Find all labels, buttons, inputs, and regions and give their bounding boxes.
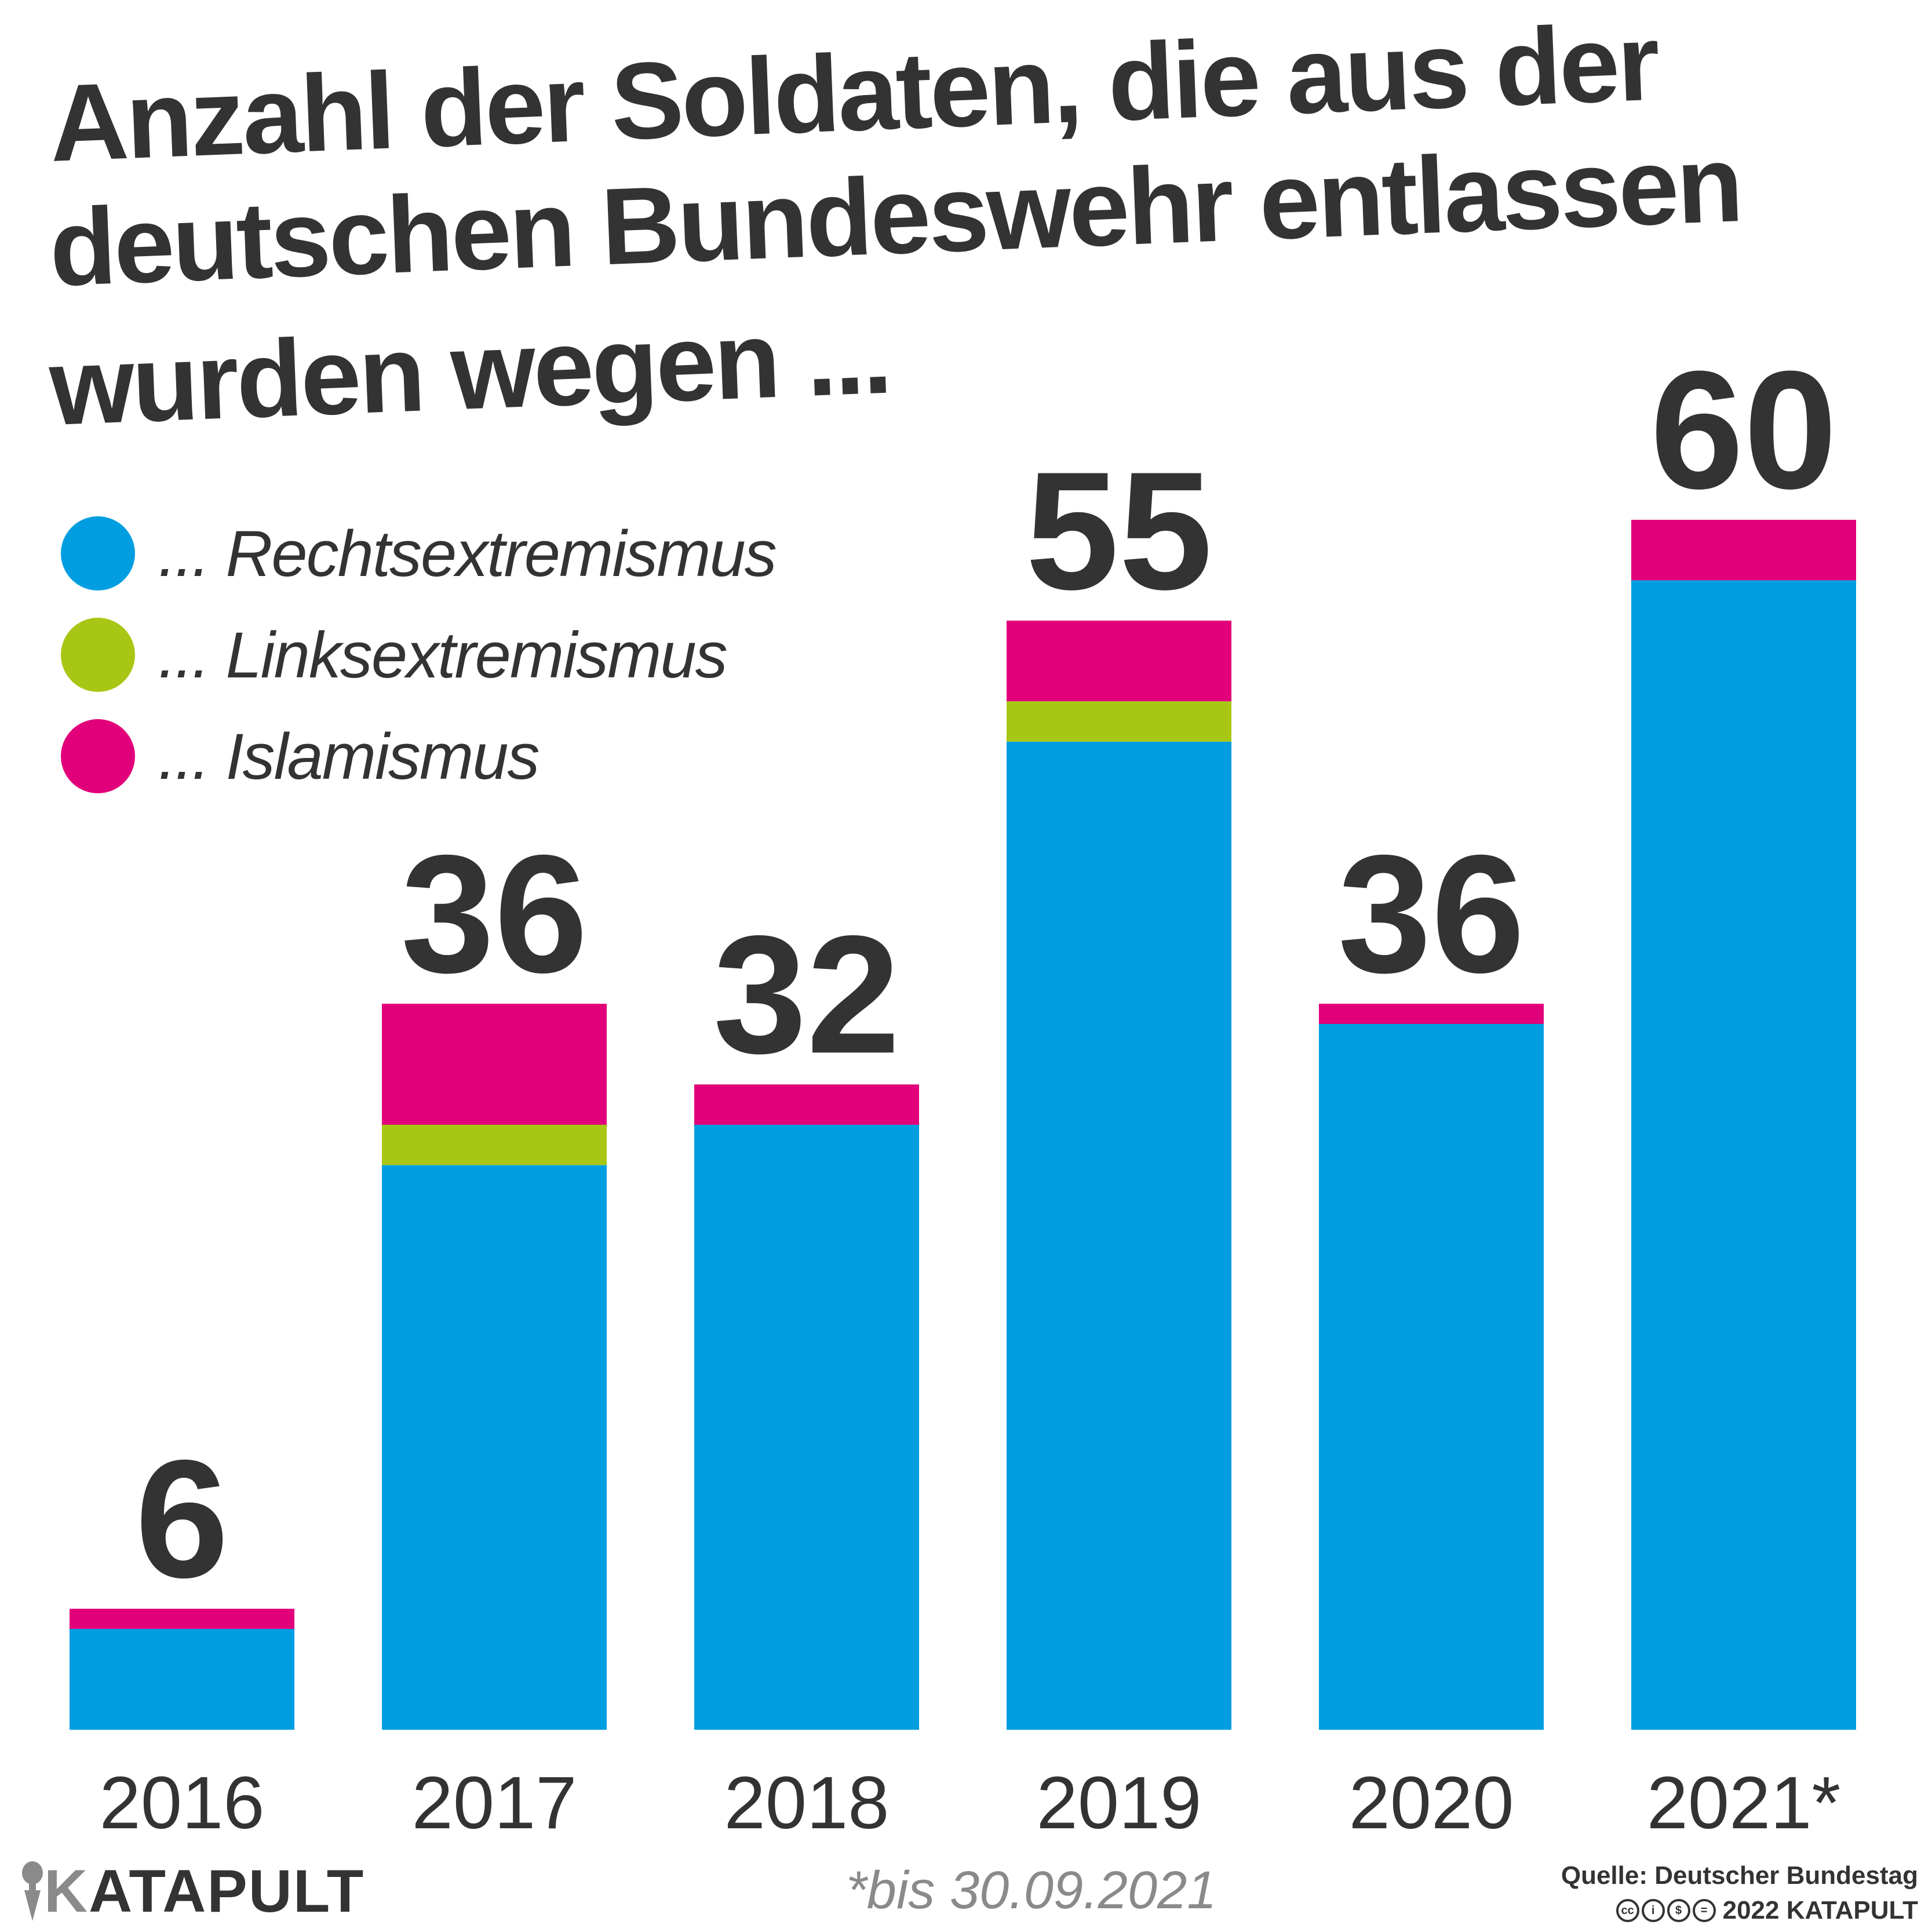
legend-item-islamismus: ... Islamismus — [61, 716, 540, 797]
nd-icon: = — [1692, 1899, 1716, 1922]
legend-label: ... Islamismus — [158, 720, 540, 793]
source-block: Quelle: Deutscher Bundestag cc i $ = 202… — [1561, 1861, 1918, 1925]
bar-segment-2018-2 — [694, 1084, 919, 1125]
x-tick-label-2021: 2021* — [1647, 1762, 1841, 1844]
nc-icon: $ — [1667, 1899, 1690, 1922]
bar-segment-2018-0 — [694, 1125, 919, 1730]
footnote: *bis 30.09.2021 — [846, 1861, 1217, 1920]
x-tick-label-2017: 2017 — [412, 1762, 577, 1844]
katapult-brand: KATAPULT — [21, 1857, 364, 1926]
x-tick-label-2019: 2019 — [1037, 1762, 1202, 1844]
bar-segment-2019-1 — [1007, 701, 1231, 742]
bar-segment-2017-0 — [382, 1165, 607, 1730]
legend-item-linksextremismus: ... Linksextremismus — [61, 614, 728, 695]
source-text: Quelle: Deutscher Bundestag — [1561, 1861, 1918, 1890]
x-tick-label-2016: 2016 — [100, 1762, 265, 1844]
total-label-2020: 36 — [1338, 820, 1525, 1008]
bar-segment-2016-0 — [70, 1629, 294, 1730]
bar-segment-2017-1 — [382, 1125, 607, 1165]
bar-segment-2019-0 — [1007, 741, 1231, 1730]
copyright-text: 2022 KATAPULT — [1722, 1896, 1918, 1924]
bar-segment-2021-2 — [1631, 520, 1856, 581]
total-label-2018: 32 — [713, 901, 901, 1088]
legend-dot-linksextremismus — [61, 618, 135, 692]
total-label-2017: 36 — [401, 820, 588, 1008]
katapult-logo-icon — [22, 1861, 43, 1921]
brand-wordmark: KATAPULT — [44, 1858, 365, 1925]
legend-label: ... Linksextremismus — [158, 618, 728, 691]
legend-item-rechtsextremismus: ... Rechtsextremismus — [61, 513, 777, 594]
legend-dot-islamismus — [61, 719, 135, 793]
bar-segment-2016-2 — [70, 1609, 294, 1629]
legend-dot-rechtsextremismus — [61, 516, 135, 590]
bar-segment-2020-0 — [1319, 1024, 1544, 1730]
total-label-2021: 60 — [1650, 336, 1838, 524]
cc-icon: cc — [1616, 1899, 1639, 1922]
bar-segment-2020-2 — [1319, 1004, 1544, 1024]
by-icon: i — [1641, 1899, 1665, 1922]
legend-label: ... Rechtsextremismus — [158, 517, 777, 590]
x-tick-label-2020: 2020 — [1349, 1762, 1514, 1844]
x-tick-label-2018: 2018 — [724, 1762, 890, 1844]
bar-segment-2021-0 — [1631, 580, 1856, 1730]
total-label-2016: 6 — [135, 1425, 228, 1613]
bar-segment-2017-2 — [382, 1004, 607, 1125]
bar-segment-2019-2 — [1007, 621, 1231, 702]
total-label-2019: 55 — [1026, 437, 1213, 625]
